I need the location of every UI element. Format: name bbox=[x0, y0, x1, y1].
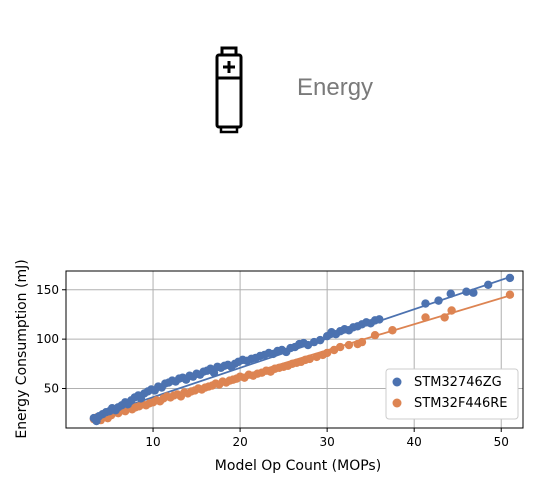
data-point-stm32746zg bbox=[469, 288, 478, 297]
x-axis-label: Model Op Count (MOPs) bbox=[215, 458, 381, 474]
legend-label-stm32746zg: STM32746ZG bbox=[414, 375, 502, 390]
legend: STM32746ZG STM32F446RE bbox=[385, 368, 519, 420]
y-tick-label: 150 bbox=[36, 283, 59, 297]
data-point-stm32f446re bbox=[322, 348, 332, 358]
data-point-stm32f446re bbox=[388, 326, 397, 335]
energy-title: Energy bbox=[297, 74, 374, 101]
data-point-stm32746zg bbox=[483, 280, 493, 290]
data-point-stm32746zg bbox=[421, 299, 430, 308]
data-point-stm32f446re bbox=[344, 340, 354, 350]
data-point-stm32f446re bbox=[370, 330, 380, 340]
y-tick-label: 100 bbox=[36, 332, 59, 346]
data-point-stm32746zg bbox=[446, 289, 455, 298]
x-tick-label: 50 bbox=[494, 435, 509, 449]
x-tick-label: 40 bbox=[407, 435, 422, 449]
data-point-stm32746zg bbox=[315, 335, 325, 345]
data-point-stm32f446re bbox=[447, 306, 456, 315]
y-tick-label: 50 bbox=[44, 382, 59, 396]
x-tick-label: 30 bbox=[320, 435, 335, 449]
data-point-stm32f446re bbox=[421, 313, 430, 322]
legend-box bbox=[385, 368, 519, 420]
data-point-stm32746zg bbox=[434, 296, 443, 305]
data-point-stm32f446re bbox=[305, 354, 314, 364]
legend-marker-stm32746zg bbox=[392, 377, 402, 387]
data-point-stm32f446re bbox=[440, 313, 449, 322]
y-axis-label: Energy Consumption (mJ) bbox=[14, 259, 30, 438]
x-tick-label: 10 bbox=[145, 435, 160, 449]
data-points bbox=[89, 273, 515, 426]
data-point-stm32746zg bbox=[462, 287, 471, 296]
data-point-stm32f446re bbox=[336, 342, 345, 352]
legend-label-stm32f446re: STM32F446RE bbox=[414, 396, 508, 411]
legend-marker-stm32f446re bbox=[392, 398, 402, 408]
plot-frame bbox=[65, 270, 524, 429]
data-point-stm32f446re bbox=[357, 337, 367, 347]
data-point-stm32746zg bbox=[505, 273, 515, 283]
data-point-stm32746zg bbox=[375, 315, 384, 324]
battery-icon bbox=[215, 46, 243, 134]
y-axis-ticks: 50 100 150 bbox=[36, 283, 66, 396]
x-tick-label: 20 bbox=[232, 435, 247, 449]
data-point-stm32f446re bbox=[505, 290, 515, 299]
x-axis-ticks: 10 20 30 40 50 bbox=[145, 428, 509, 449]
